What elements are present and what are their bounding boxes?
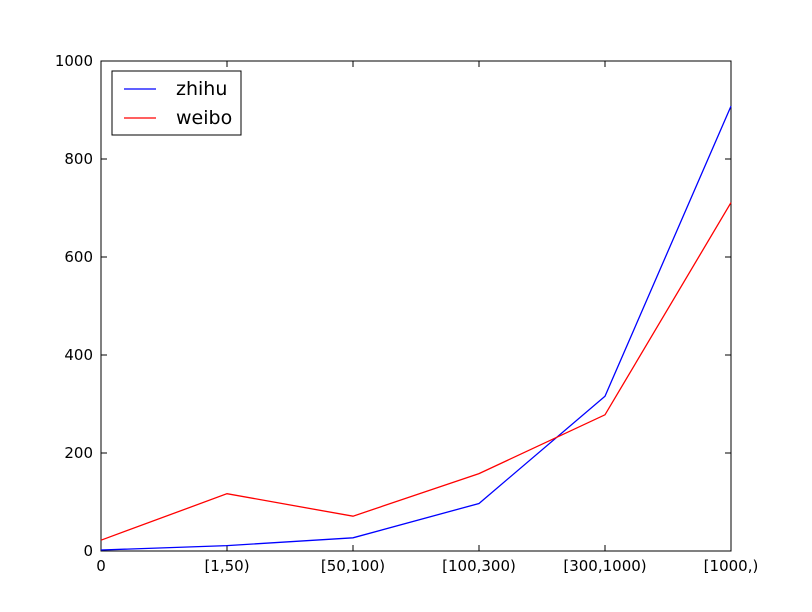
x-tick-label: [1,50) bbox=[204, 557, 249, 575]
plot-area bbox=[100, 60, 732, 552]
legend-label-zhihu: zhihu bbox=[176, 78, 227, 100]
legend-box bbox=[111, 70, 242, 136]
series-line-zhihu bbox=[100, 105, 732, 551]
axis-ticks bbox=[100, 60, 732, 552]
series-lines bbox=[100, 105, 732, 551]
y-tick-label: 400 bbox=[64, 346, 93, 364]
series-line-weibo bbox=[100, 202, 732, 541]
x-tick-label: [50,100) bbox=[321, 557, 385, 575]
x-tick-label: [300,1000) bbox=[563, 557, 646, 575]
axis-tick-labels: 0 [1,50) [50,100) [100,300) [300,1000) [1000,… bbox=[55, 52, 759, 575]
y-tick-label: 200 bbox=[64, 444, 93, 462]
x-tick-label: 0 bbox=[96, 557, 106, 575]
y-tick-label: 800 bbox=[64, 150, 93, 168]
legend: zhihu weibo bbox=[111, 70, 242, 136]
x-tick-label: [1000,) bbox=[704, 557, 759, 575]
x-tick-label: [100,300) bbox=[442, 557, 516, 575]
y-tick-label: 0 bbox=[83, 542, 93, 560]
legend-label-weibo: weibo bbox=[176, 107, 232, 129]
y-tick-label: 1000 bbox=[55, 52, 93, 70]
y-tick-label: 600 bbox=[64, 248, 93, 266]
